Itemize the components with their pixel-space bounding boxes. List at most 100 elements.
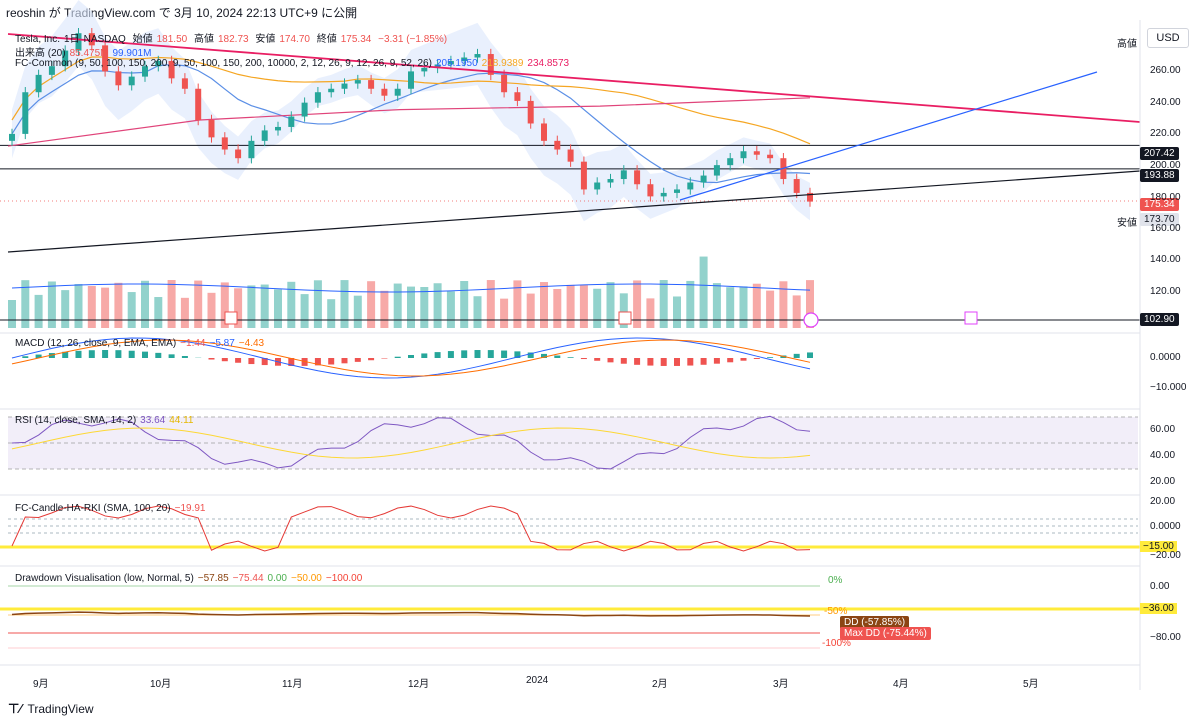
macd-hist-bar xyxy=(713,358,720,364)
candle-body xyxy=(408,71,414,89)
candle-body xyxy=(208,120,215,138)
volume-bar xyxy=(380,290,389,328)
macd-hist-bar xyxy=(75,350,82,358)
macd-hist-bar xyxy=(62,351,69,358)
candle-body xyxy=(700,175,707,183)
macd-hist-bar xyxy=(634,358,641,365)
fc-tick: −15.00 xyxy=(1140,541,1177,552)
volume-v2: 99.901M xyxy=(112,48,152,59)
macd-hist-bar xyxy=(594,358,601,361)
overlay-layer xyxy=(7,33,1141,253)
candle-body xyxy=(128,76,135,86)
signal-line xyxy=(11,339,811,377)
candle-body xyxy=(687,182,694,190)
candle-body xyxy=(740,151,747,159)
macd-v3: −4.43 xyxy=(238,338,265,349)
month-tick: 10月 xyxy=(150,679,172,690)
candle-body xyxy=(195,88,202,121)
macd-hist-bar xyxy=(767,357,774,358)
volume-bar xyxy=(646,298,655,328)
low-tag: 安値 xyxy=(1117,218,1137,229)
trendline-black xyxy=(7,170,1141,253)
earnings-marker-1 xyxy=(618,311,632,325)
volume-bar xyxy=(167,280,176,328)
candle-body xyxy=(514,92,521,101)
macd-hist-bar xyxy=(328,358,335,365)
candle-body xyxy=(447,60,454,65)
candle-body xyxy=(647,184,654,197)
bollinger-cloud xyxy=(12,0,810,222)
candle-body xyxy=(394,88,401,96)
volume-bar xyxy=(127,292,136,328)
candle-body xyxy=(727,158,734,166)
macd-hist-bar xyxy=(700,358,707,365)
candle-body xyxy=(594,182,601,190)
price-tick: 200.00 xyxy=(1150,160,1181,171)
candle-body xyxy=(541,123,547,141)
rsi-label: RSI (14, close, SMA, 14, 2) xyxy=(15,415,137,426)
macd-hist-bar xyxy=(314,358,321,366)
volume-bar xyxy=(220,282,229,328)
dd-tick: −36.00 xyxy=(1140,603,1177,614)
candle-body xyxy=(75,33,82,51)
volume-ma-line xyxy=(11,283,811,293)
dd-badge: DD (-57.85%) xyxy=(840,616,910,629)
volume-bar xyxy=(8,300,16,328)
macd-legend: MACD (12, 26, close, 9, EMA, EMA) −1.44 −5… xyxy=(15,338,268,349)
fc-tick: 20.00 xyxy=(1150,496,1176,507)
volume-bar xyxy=(141,280,149,328)
symbol-legend: Tesla, Inc. 1日 NASDAQ 始値 181.50 高値 182.73 安値… xyxy=(15,30,451,45)
macd-hist-bar xyxy=(514,351,521,358)
volume-pane xyxy=(0,256,1140,328)
candle-body xyxy=(22,92,29,134)
rsi-ma-line xyxy=(11,427,811,459)
macd-hist-bar xyxy=(647,358,654,366)
tradingview-logo-icon: ⊤⁄ xyxy=(8,701,22,716)
volume-bar xyxy=(327,299,336,328)
low-badge: 173.70 xyxy=(1140,213,1179,226)
volume-bar xyxy=(101,287,110,328)
earnings-marker-0 xyxy=(224,311,238,325)
rsi-tick: 20.00 xyxy=(1150,476,1176,487)
close-value: 175.34 xyxy=(340,34,372,45)
fc-pane xyxy=(0,505,1140,552)
fc-common-label: FC-Common (9, 50, 100, 150, 200, 9, 50, … xyxy=(15,58,432,69)
macd-hist-bar xyxy=(35,354,42,358)
candle-body xyxy=(434,64,441,68)
macd-hist-bar xyxy=(248,358,255,365)
fc-candle-v1: −19.91 xyxy=(174,503,206,514)
candle-body xyxy=(368,80,375,89)
macd-hist-bar xyxy=(487,350,494,358)
candle-body xyxy=(261,130,268,141)
macd-hist-bar xyxy=(102,350,109,358)
macd-hist-bar xyxy=(461,350,468,358)
volume-bar xyxy=(540,282,548,328)
volume-bar xyxy=(353,295,362,328)
candle-body xyxy=(567,149,574,162)
currency-button[interactable]: USD xyxy=(1147,28,1189,48)
volume-bar xyxy=(473,296,482,328)
volume-bar xyxy=(367,281,376,328)
volume-bar xyxy=(180,297,189,328)
price-tick: 120.00 xyxy=(1150,286,1181,297)
level-badge-193: 193.88 xyxy=(1140,169,1179,182)
candle-body xyxy=(181,78,188,89)
fc-common-legend: FC-Common (9, 50, 100, 150, 200, 9, 50, … xyxy=(15,58,573,69)
open-label: 始値 xyxy=(132,34,153,45)
macd-hist-bar xyxy=(421,353,428,358)
volume-bar xyxy=(659,280,668,328)
fc-candle-line xyxy=(11,505,811,552)
month-tick: 4月 xyxy=(893,679,909,690)
candle-body xyxy=(674,189,680,193)
trendline-red xyxy=(7,33,1141,123)
candle-body xyxy=(527,100,534,124)
volume-bar xyxy=(633,280,642,328)
candle-body xyxy=(275,126,281,131)
rsi-line xyxy=(11,415,811,470)
volume-bar xyxy=(47,281,56,328)
macd-hist-bar xyxy=(181,355,188,358)
volume-bar xyxy=(712,283,721,328)
volume-bar xyxy=(74,284,83,328)
volume-bar xyxy=(779,281,788,328)
macd-hist-bar xyxy=(434,352,441,358)
